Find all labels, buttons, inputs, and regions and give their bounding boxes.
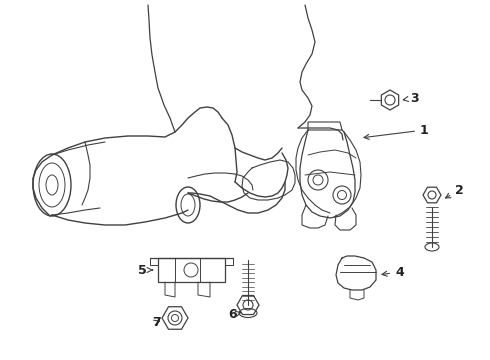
Text: 5: 5	[138, 264, 152, 276]
Text: 2: 2	[445, 184, 464, 198]
Text: 3: 3	[403, 91, 418, 104]
Text: 6: 6	[228, 309, 241, 321]
Text: 1: 1	[364, 123, 429, 139]
Text: 7: 7	[152, 315, 161, 328]
Text: 4: 4	[382, 266, 404, 279]
